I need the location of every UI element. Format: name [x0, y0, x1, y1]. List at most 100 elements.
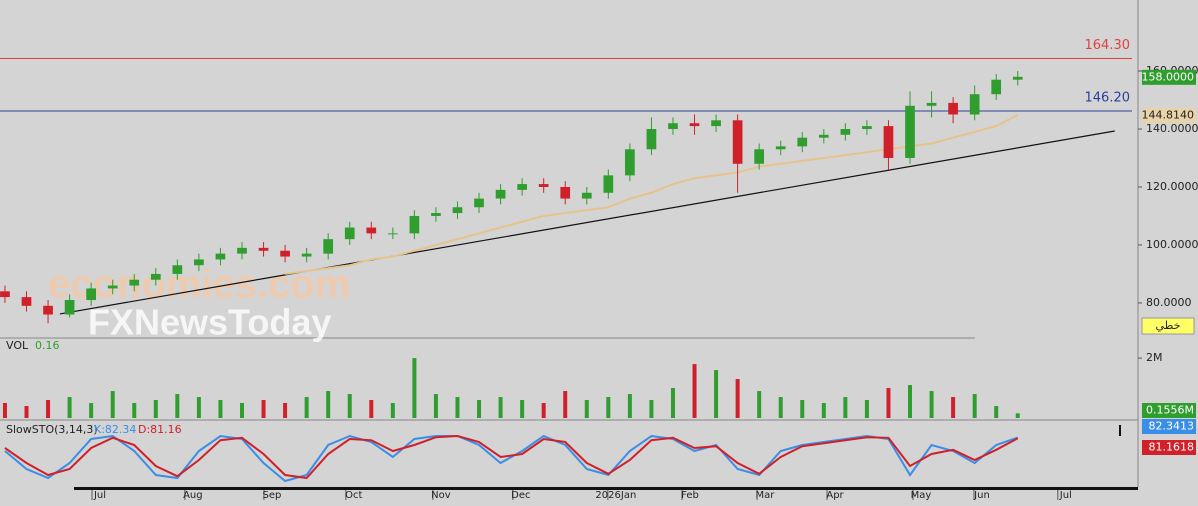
- candle-body: [926, 102, 937, 106]
- volume-last-label-box: [1142, 403, 1196, 418]
- stochastic-line: [4, 434, 1019, 483]
- ma-label: 144.8140: [1142, 109, 1195, 122]
- volume-bar: [1015, 413, 1020, 418]
- x-tick-label: Dec: [511, 490, 530, 501]
- moving-average: [284, 114, 1019, 275]
- candle-body: [86, 288, 97, 301]
- candle-body: [215, 253, 226, 260]
- volume-bar: [326, 391, 331, 418]
- candle-body: [646, 128, 657, 150]
- line-button[interactable]: [1141, 317, 1195, 335]
- trendline: [59, 130, 1115, 315]
- candle-body: [150, 273, 161, 280]
- volume-bar: [412, 358, 417, 418]
- candle-body: [948, 102, 958, 115]
- x-tick-label: 2026Jan: [595, 490, 636, 501]
- horizontal-line-label: 146.20: [1085, 91, 1131, 106]
- x-tick-label: Mar: [756, 490, 776, 501]
- x-tick-label: Nov: [431, 490, 451, 501]
- volume-bar: [477, 400, 482, 418]
- last-price-label: 158.0000: [1142, 70, 1195, 83]
- volume-bar: [46, 400, 51, 418]
- candle-body: [237, 247, 247, 254]
- candle-body: [732, 120, 743, 164]
- candle-body: [409, 215, 420, 234]
- candle-body: [754, 149, 765, 164]
- candle-body: [43, 305, 53, 315]
- stochastic-last-label-box: [1142, 440, 1196, 455]
- volume-bar: [627, 394, 632, 418]
- volume-bar: [800, 400, 805, 418]
- volume-bar: [89, 403, 94, 418]
- candle-body: [280, 250, 290, 257]
- volume-bar: [541, 403, 546, 418]
- volume-bar: [929, 391, 934, 418]
- legend-entry: D:81.16: [138, 423, 182, 436]
- candle-body: [21, 297, 32, 306]
- y-tick-label: 80.0000: [1146, 296, 1192, 309]
- volume-last-label: 0.1556M: [1146, 404, 1194, 417]
- candle-body: [107, 285, 118, 289]
- volume-bar: [778, 397, 783, 418]
- candle-body: [64, 300, 75, 315]
- horizontal-line-label: 164.30: [1085, 38, 1131, 53]
- stochastic-line: [4, 434, 1019, 480]
- volume-bar: [972, 394, 977, 418]
- volume-bar: [821, 403, 826, 418]
- x-tick-label: Jun: [973, 490, 990, 501]
- volume-bar: [304, 397, 309, 418]
- volume-bar: [433, 394, 438, 418]
- candle-body: [625, 149, 635, 176]
- volume-bar: [864, 400, 869, 418]
- volume-bar: [24, 406, 29, 418]
- panel-title: SlowSTO(3,14,3): [6, 423, 98, 436]
- volume-bar: [692, 364, 697, 418]
- candle-body: [775, 146, 786, 150]
- candle-body: [603, 175, 614, 193]
- volume-bar: [153, 400, 158, 418]
- candle-body: [668, 123, 678, 129]
- volume-bar: [843, 397, 848, 418]
- candle-body: [969, 94, 980, 115]
- stochastic-last-label-box: [1142, 419, 1196, 434]
- volume-bar: [951, 397, 956, 418]
- watermark: FXNewsToday: [88, 302, 331, 343]
- stochastic-last-label: 82.3413: [1149, 420, 1195, 433]
- candle-body: [711, 120, 721, 127]
- volume-bar: [670, 388, 675, 418]
- x-tick-label: Oct: [345, 490, 362, 501]
- volume-bar: [455, 397, 460, 418]
- volume-bar: [908, 385, 913, 418]
- y-tick-label: 140.0000: [1146, 122, 1198, 135]
- candle-body: [344, 227, 355, 240]
- candle-body: [129, 279, 140, 286]
- candle-body: [301, 253, 312, 257]
- candle-body: [474, 198, 484, 208]
- x-tick-label: Apr: [826, 490, 844, 501]
- y-tick-label: 100.0000: [1146, 238, 1198, 251]
- volume-bar: [520, 400, 525, 418]
- volume-bar: [218, 400, 223, 418]
- candle-body: [840, 128, 851, 135]
- volume-bar: [110, 391, 115, 418]
- candle-body: [495, 189, 506, 199]
- x-tick-label: May: [911, 490, 932, 501]
- candle-body: [323, 239, 334, 254]
- candle-body: [581, 192, 592, 199]
- volume-bar: [132, 403, 137, 418]
- volume-bar: [67, 397, 72, 418]
- volume-bar: [347, 394, 352, 418]
- volume-bar: [714, 370, 719, 418]
- volume-bar: [390, 403, 395, 418]
- line-button-label: خطي: [1156, 319, 1181, 332]
- candle-body: [862, 126, 872, 129]
- y-tick-label: 120.0000: [1146, 180, 1198, 193]
- candle-body: [991, 79, 1002, 95]
- volume-bar: [261, 400, 266, 418]
- candle-body: [431, 213, 441, 216]
- candle-body: [689, 123, 700, 127]
- candle-body: [818, 134, 829, 138]
- last-price-label-box: [1142, 69, 1196, 85]
